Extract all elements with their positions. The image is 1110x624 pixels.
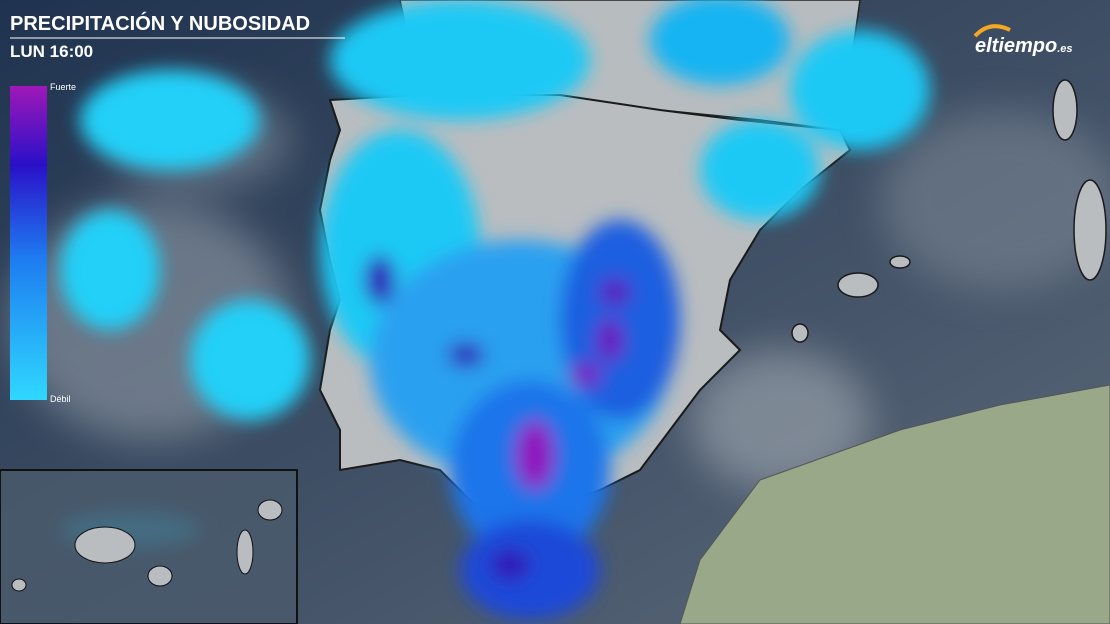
islands <box>791 79 1107 343</box>
canary-inset <box>0 469 298 624</box>
map-title: PRECIPITACIÓN Y NUBOSIDAD <box>10 11 310 35</box>
africa <box>679 384 1110 624</box>
legend-scale <box>10 86 47 400</box>
legend-low-label: Débil <box>50 394 71 404</box>
precipitation <box>60 0 930 620</box>
logo-suffix: .es <box>1057 43 1072 55</box>
logo-sun <box>973 24 1011 38</box>
legend-high-label: Fuerte <box>50 82 76 92</box>
logo-name: eltiempo <box>975 35 1057 57</box>
forecast-time: LUN 16:00 <box>10 42 93 61</box>
logo: eltiempo.es <box>975 35 1073 57</box>
